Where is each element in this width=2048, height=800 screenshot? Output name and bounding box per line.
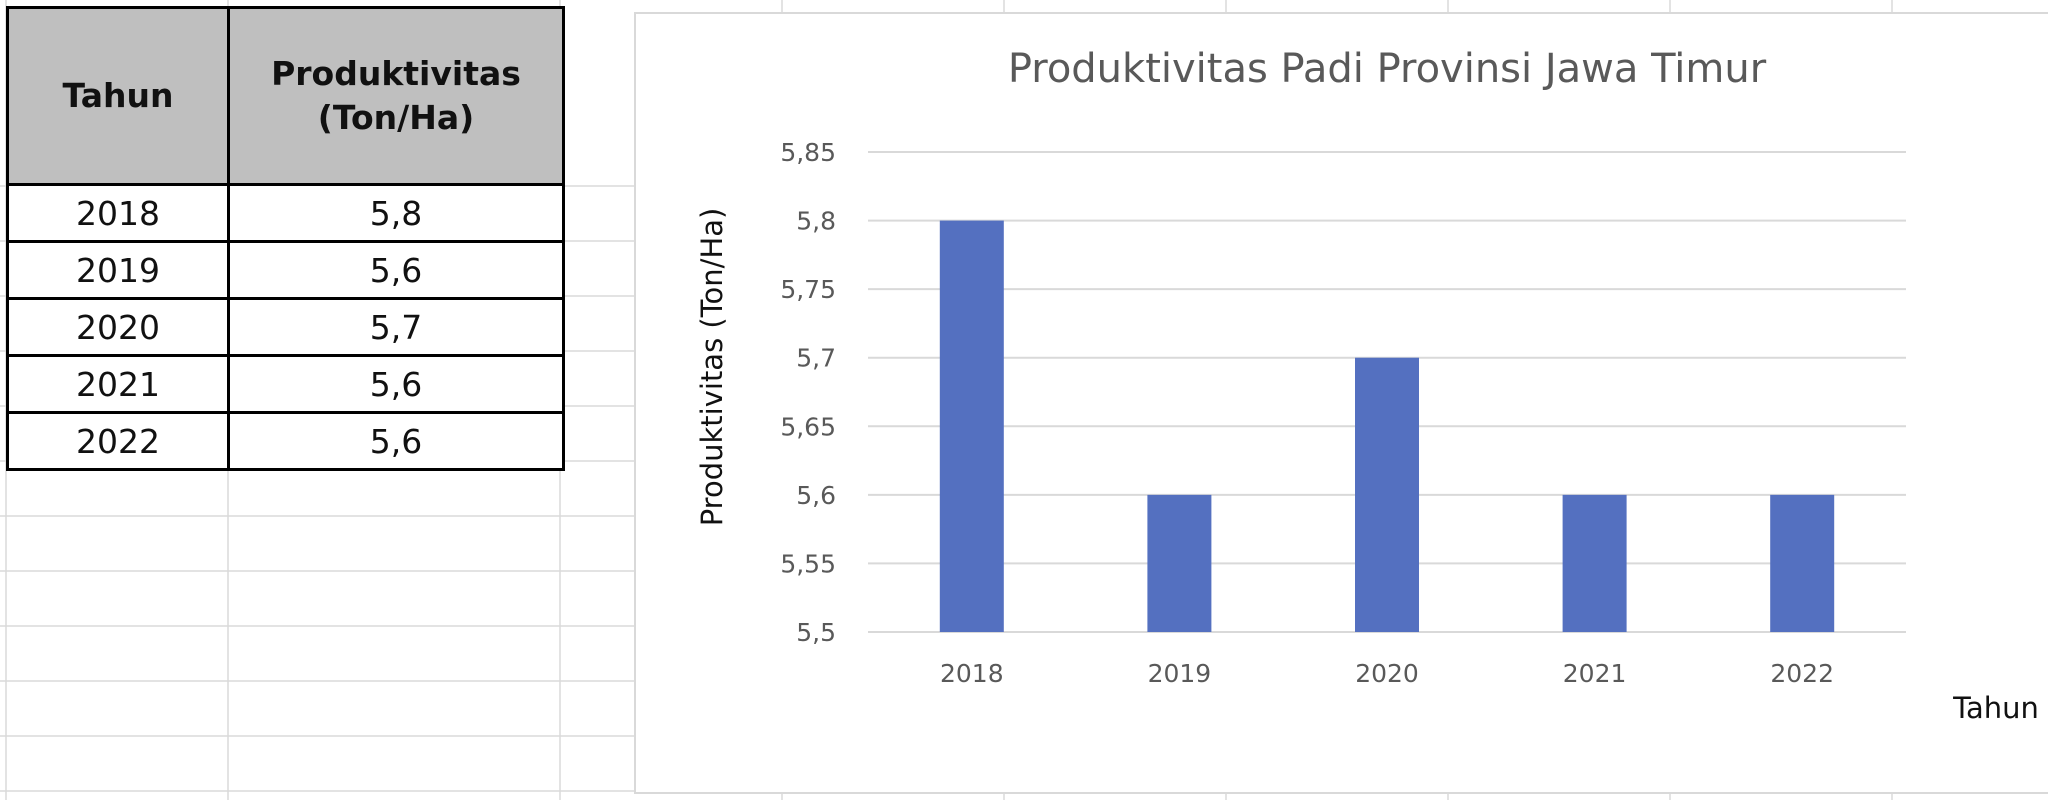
cell-value[interactable]: 5,7 [227,297,565,357]
x-axis-label: Tahun [1952,691,2039,725]
y-tick-label: 5,8 [796,207,836,236]
table-header-row: Tahun Produktivitas (Ton/Ha) [6,6,565,186]
bar-2020[interactable] [1355,357,1419,632]
header-productivity-line2: (Ton/Ha) [317,98,475,137]
header-year[interactable]: Tahun [6,6,230,186]
table-row: 2021 5,6 [6,354,565,414]
bar-2021[interactable] [1562,494,1627,632]
cell-year[interactable]: 2019 [6,240,230,300]
bar-chart: Produktivitas Padi Provinsi Jawa Timur P… [695,46,2039,725]
header-productivity[interactable]: Produktivitas (Ton/Ha) [227,6,565,186]
header-productivity-line1: Produktivitas [271,54,521,93]
bars [939,220,1835,633]
x-tick-label: 2019 [1148,659,1212,688]
y-tick-label: 5,85 [780,138,836,167]
cell-value[interactable]: 5,6 [227,240,565,300]
bar-2022[interactable] [1770,494,1835,632]
y-tick-label: 5,6 [796,481,836,510]
cell-year[interactable]: 2020 [6,297,230,357]
cell-value[interactable]: 5,8 [227,183,565,243]
table-row: 2019 5,6 [6,240,565,300]
y-tick-labels: 5,5 5,55 5,6 5,65 5,7 5,75 5,8 5,85 [780,138,836,647]
y-tick-label: 5,55 [780,549,836,578]
chart-container[interactable]: Produktivitas Padi Provinsi Jawa Timur P… [634,12,2048,794]
y-axis-label: Produktivitas (Ton/Ha) [695,208,729,527]
chart-title: Produktivitas Padi Provinsi Jawa Timur [1008,46,1767,92]
cell-year[interactable]: 2018 [6,183,230,243]
x-tick-label: 2021 [1563,659,1627,688]
x-tick-label: 2018 [940,659,1004,688]
bar-2018[interactable] [939,220,1004,633]
x-tick-labels: 2018 2019 2020 2021 2022 [940,659,1834,688]
cell-year[interactable]: 2021 [6,354,230,414]
y-tick-label: 5,65 [780,412,836,441]
y-tick-label: 5,75 [780,275,836,304]
x-tick-label: 2022 [1770,659,1834,688]
table-row: 2020 5,7 [6,297,565,357]
table-row: 2022 5,6 [6,411,565,471]
cell-value[interactable]: 5,6 [227,411,565,471]
y-tick-label: 5,5 [796,618,836,647]
cell-year[interactable]: 2022 [6,411,230,471]
x-tick-label: 2020 [1355,659,1419,688]
y-tick-label: 5,7 [796,344,836,373]
productivity-table: Tahun Produktivitas (Ton/Ha) 2018 5,8 20… [6,6,565,471]
bar-2019[interactable] [1147,494,1212,632]
table-row: 2018 5,8 [6,183,565,243]
cell-value[interactable]: 5,6 [227,354,565,414]
